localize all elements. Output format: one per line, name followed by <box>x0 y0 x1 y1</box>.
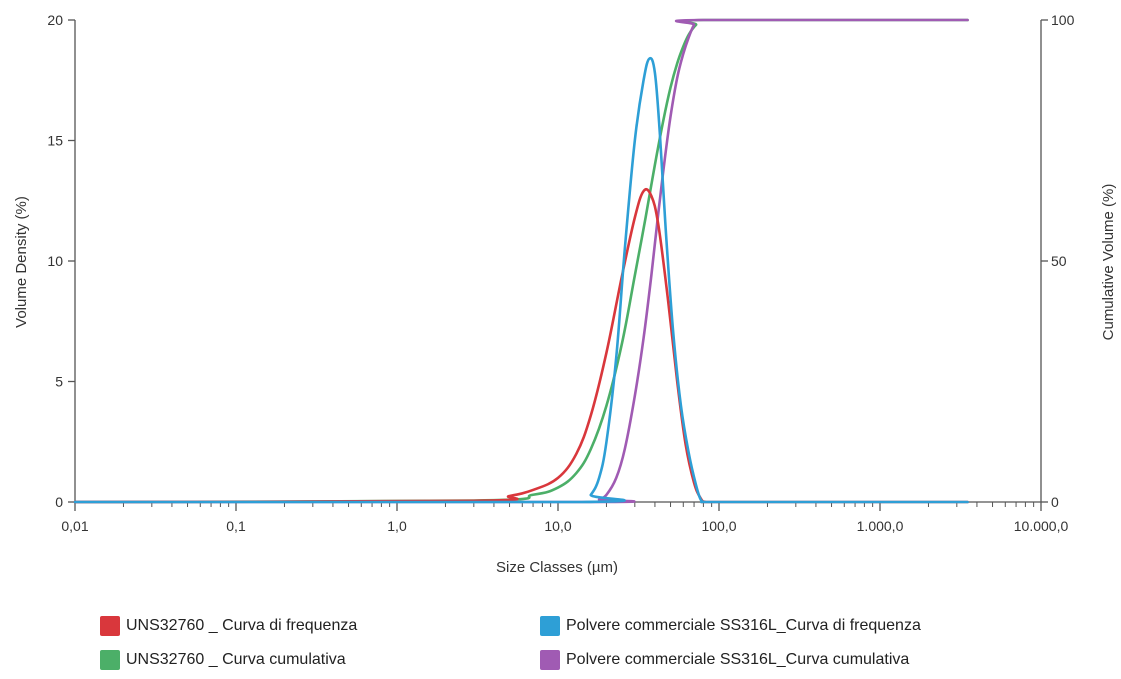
legend-item-uns-cumulative: UNS32760 _ Curva cumulativa <box>100 650 346 670</box>
y-axis-title: Volume Density (%) <box>13 196 30 328</box>
y-tick-label: 10 <box>47 253 63 269</box>
legend: UNS32760 _ Curva di frequenza UNS32760 _… <box>100 616 1060 676</box>
chart: 0 5 10 15 20 0 50 100 0,01 0,1 1,0 10,0 100,0 1.000,0… <box>13 12 1117 576</box>
x-tick-label: 10,0 <box>544 518 571 534</box>
series-line-2 <box>73 56 969 504</box>
x-axis-title: Size Classes (µm) <box>496 559 618 576</box>
y2-tick-label: 100 <box>1051 12 1075 28</box>
x-tick-label: 10.000,0 <box>1014 518 1069 534</box>
legend-swatch-ss316l-frequency <box>540 616 560 636</box>
legend-label-uns-frequency: UNS32760 _ Curva di frequenza <box>126 617 358 634</box>
legend-swatch-ss316l-cumulative <box>540 650 560 670</box>
legend-label-ss316l-cumulative: Polvere commerciale SS316L_Curva cumulat… <box>566 651 910 668</box>
legend-label-uns-cumulative: UNS32760 _ Curva cumulativa <box>126 651 346 668</box>
x-tick-label: 1.000,0 <box>857 518 904 534</box>
legend-label-ss316l-frequency: Polvere commerciale SS316L_Curva di freq… <box>566 617 921 634</box>
x-tick-label: 0,1 <box>226 518 246 534</box>
y2-axis-title: Cumulative Volume (%) <box>1100 184 1117 341</box>
series-line-3 <box>73 18 969 504</box>
x-tick-label: 1,0 <box>387 518 407 534</box>
axes: 0 5 10 15 20 0 50 100 0,01 0,1 1,0 10,0 100,0 1.000,0… <box>47 12 1074 534</box>
y-tick-label: 20 <box>47 12 63 28</box>
series-line-0 <box>73 188 969 504</box>
y2-tick-label: 0 <box>1051 494 1059 510</box>
y-tick-label: 15 <box>47 133 63 149</box>
legend-item-ss316l-cumulative: Polvere commerciale SS316L_Curva cumulat… <box>540 650 909 670</box>
legend-item-uns-frequency: UNS32760 _ Curva di frequenza <box>100 616 357 636</box>
x-tick-label: 100,0 <box>701 518 736 534</box>
x-tick-label: 0,01 <box>61 518 88 534</box>
plot-lines <box>73 18 969 504</box>
legend-swatch-uns-frequency <box>100 616 120 636</box>
y2-tick-label: 50 <box>1051 253 1067 269</box>
y-tick-label: 5 <box>55 374 63 390</box>
series-line-1 <box>73 18 969 504</box>
legend-swatch-uns-cumulative <box>100 650 120 670</box>
y-tick-label: 0 <box>55 494 63 510</box>
legend-item-ss316l-frequency: Polvere commerciale SS316L_Curva di freq… <box>540 616 921 636</box>
